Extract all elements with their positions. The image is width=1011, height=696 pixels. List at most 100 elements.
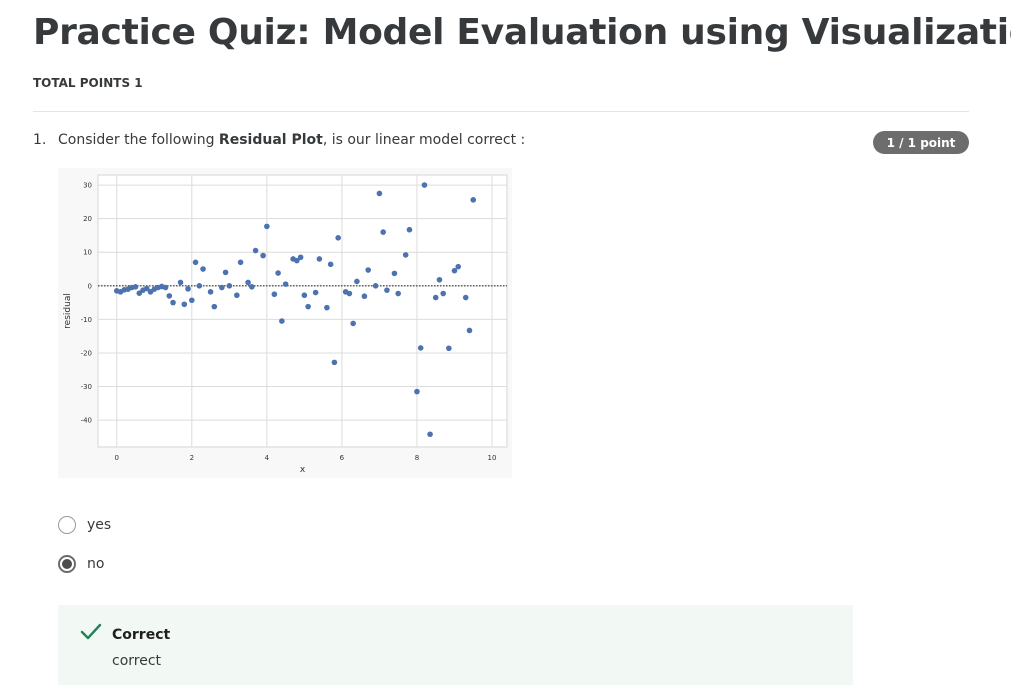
y-tick-label: -10	[81, 316, 92, 324]
scatter-point	[177, 279, 184, 286]
y-tick-label: -20	[81, 349, 92, 357]
scatter-point	[361, 293, 368, 300]
scatter-point	[335, 234, 341, 241]
y-tick-label: 0	[88, 282, 92, 290]
scatter-point	[354, 278, 360, 285]
x-tick-label: 6	[340, 454, 345, 462]
checkmark-icon	[80, 623, 102, 640]
scatter-point	[294, 257, 300, 264]
scatter-point	[260, 252, 266, 259]
scatter-point	[162, 284, 169, 291]
scatter-point	[446, 345, 452, 352]
option-label-no: no	[87, 556, 105, 572]
scatter-point	[219, 284, 225, 291]
radio-dot	[62, 559, 72, 569]
scatter-point	[312, 289, 319, 296]
scatter-point	[406, 226, 413, 233]
scatter-point	[252, 247, 259, 254]
scatter-point	[185, 286, 191, 292]
scatter-point	[271, 291, 278, 298]
scatter-point	[166, 293, 173, 299]
divider	[33, 111, 969, 112]
scatter-point	[226, 283, 233, 289]
scatter-point	[275, 270, 281, 276]
option-no[interactable]: no	[58, 555, 104, 573]
question-text: 1. Consider the following Residual Plot, …	[33, 132, 525, 148]
y-tick-label: -40	[81, 417, 92, 425]
y-tick-label: 10	[83, 249, 92, 257]
y-tick-label: 30	[83, 182, 92, 190]
scatter-point	[211, 303, 218, 310]
scatter-point	[402, 252, 409, 258]
scatter-point	[192, 259, 199, 266]
question-text-bold: Residual Plot	[218, 132, 323, 148]
scatter-point	[136, 290, 143, 297]
points-badge: 1 / 1 point	[873, 131, 969, 154]
scatter-point	[432, 294, 439, 301]
scatter-point	[170, 299, 176, 306]
scatter-point	[421, 182, 428, 188]
residual-plot-svg: 0 2 4 6 8 10 30 20 10 0 -10 -20 -30 -40 x residual	[63, 174, 508, 475]
x-tick-label: 10	[488, 454, 497, 462]
scatter-point	[455, 263, 462, 270]
y-tick-label: -30	[81, 383, 92, 391]
scatter-point	[316, 256, 323, 262]
scatter-point	[132, 284, 139, 290]
radio-no[interactable]	[58, 555, 76, 573]
scatter-point	[301, 292, 308, 299]
scatter-point	[143, 285, 150, 292]
total-points: TOTAL POINTS 1	[33, 76, 143, 90]
scatter-point	[427, 431, 433, 438]
option-label-yes: yes	[87, 517, 112, 533]
question-text-before: Consider the following	[58, 132, 219, 148]
plot-area	[97, 174, 508, 448]
scatter-point	[245, 279, 251, 286]
residual-plot: 0 2 4 6 8 10 30 20 10 0 -10 -20 -30 -40 x residual	[58, 168, 512, 478]
scatter-point	[470, 197, 477, 203]
scatter-point	[222, 269, 229, 276]
scatter-point	[417, 345, 424, 351]
y-tick-label: 20	[83, 215, 92, 223]
scatter-point	[189, 297, 195, 304]
scatter-point	[207, 289, 214, 295]
scatter-point	[234, 292, 240, 299]
scatter-point	[376, 190, 383, 197]
scatter-point	[282, 281, 289, 287]
scatter-point	[451, 267, 458, 274]
scatter-point	[372, 283, 379, 289]
scatter-point	[264, 223, 270, 230]
scatter-point	[181, 301, 188, 308]
x-tick-label: 2	[190, 454, 194, 462]
scatter-point	[331, 359, 338, 366]
scatter-point	[350, 320, 356, 327]
scatter-point	[466, 327, 473, 334]
scatter-point	[346, 290, 353, 297]
scatter-point	[440, 290, 447, 297]
scatter-point	[380, 229, 386, 235]
scatter-point	[237, 259, 244, 266]
scatter-point	[395, 290, 401, 297]
scatter-point	[196, 283, 203, 289]
radio-yes[interactable]	[58, 516, 76, 534]
feedback-explanation: correct	[112, 653, 162, 669]
scatter-point	[324, 304, 330, 311]
question-text-after: , is our linear model correct :	[322, 132, 526, 148]
page-title: Practice Quiz: Model Evaluation using Vi…	[33, 12, 1011, 53]
option-yes[interactable]: yes	[58, 516, 111, 534]
scatter-point	[365, 267, 371, 273]
x-axis-label: x	[300, 465, 306, 475]
scatter-point	[249, 284, 255, 290]
y-axis-label: residual	[63, 293, 73, 329]
scatter-point	[384, 287, 390, 293]
scatter-point	[279, 318, 285, 324]
scatter-point	[462, 294, 469, 301]
feedback-box: Correct correct	[58, 605, 853, 685]
scatter-point	[297, 254, 304, 261]
x-tick-label: 4	[265, 454, 270, 462]
scatter-point	[305, 303, 311, 310]
scatter-point	[391, 270, 398, 277]
question-number: 1.	[33, 132, 47, 148]
scatter-point	[327, 261, 334, 268]
x-tick-label: 8	[415, 454, 419, 462]
scatter-point	[436, 276, 443, 283]
